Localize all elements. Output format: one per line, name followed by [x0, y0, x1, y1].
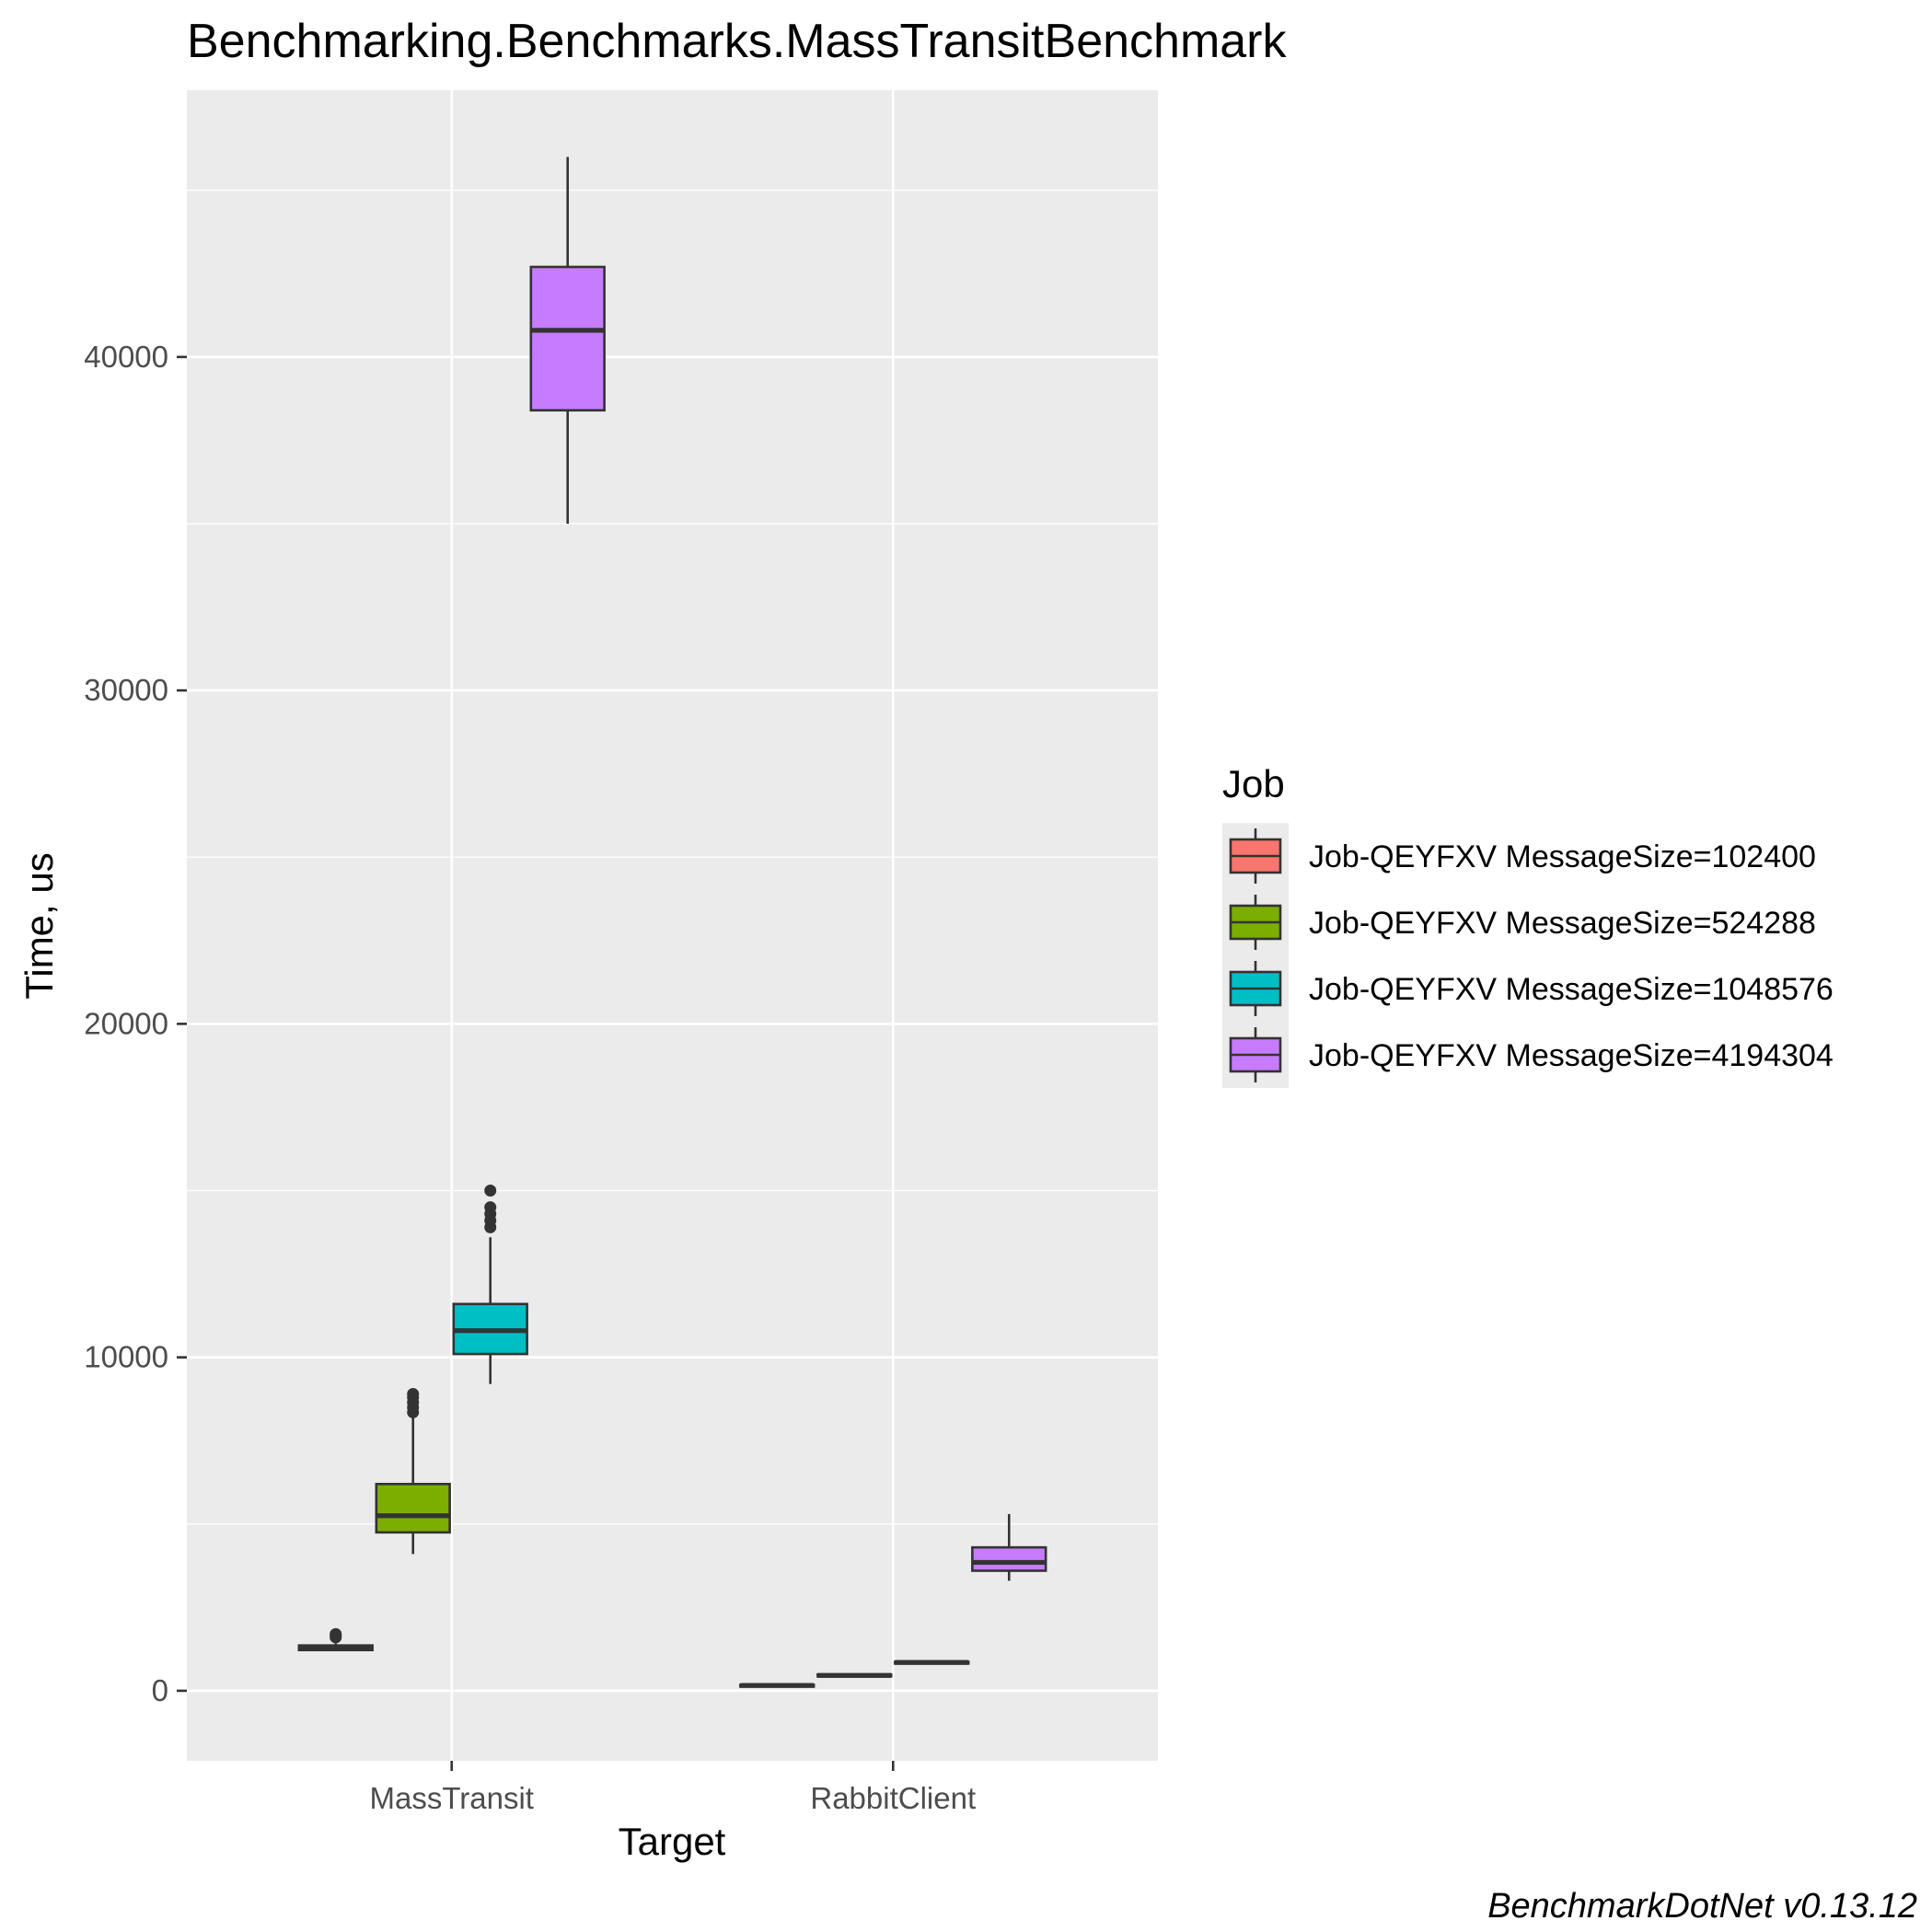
legend-item: Job-QEYFXV MessageSize=102400 — [1229, 828, 1816, 884]
box — [971, 1545, 1047, 1572]
y-tick-label: 40000 — [84, 340, 168, 374]
caption: BenchmarkDotNet v0.13.12 — [1487, 1887, 1917, 1926]
y-axis-title: Time, us — [17, 852, 61, 999]
legend-label: Job-QEYFXV MessageSize=1048576 — [1309, 972, 1834, 1007]
boxplot-RabbitClient-0 — [739, 1683, 816, 1688]
legend-item: Job-QEYFXV MessageSize=524288 — [1229, 895, 1816, 950]
legend-item: Job-QEYFXV MessageSize=1048576 — [1229, 961, 1834, 1016]
legend-item: Job-QEYFXV MessageSize=4194304 — [1229, 1027, 1834, 1082]
y-tick-label: 10000 — [84, 1340, 168, 1374]
boxplot-MassTransit-1 — [375, 1387, 451, 1555]
x-axis-title: Target — [619, 1820, 726, 1863]
x-tick-label: MassTransit — [369, 1781, 533, 1815]
y-tick-label: 0 — [152, 1673, 168, 1707]
box — [375, 1483, 451, 1534]
y-tick-label: 30000 — [84, 673, 168, 707]
legend-label: Job-QEYFXV MessageSize=4194304 — [1309, 1038, 1834, 1073]
grid-lines — [187, 90, 1158, 1761]
chart-title: Benchmarking.Benchmarks.MassTransitBench… — [187, 15, 1288, 68]
boxplot-MassTransit-3 — [529, 156, 606, 524]
box — [529, 265, 606, 412]
boxplot-RabbitClient-3 — [971, 1513, 1047, 1581]
outlier-point — [484, 1185, 497, 1197]
legend-label: Job-QEYFXV MessageSize=102400 — [1309, 839, 1816, 874]
legend-label: Job-QEYFXV MessageSize=524288 — [1309, 906, 1816, 941]
boxplot-MassTransit-0 — [297, 1627, 374, 1652]
outlier-point — [484, 1201, 497, 1214]
outlier-point — [330, 1627, 342, 1640]
outlier-point — [407, 1387, 420, 1400]
y-tick-label: 20000 — [84, 1006, 168, 1040]
axes: 0 10000 20000 30000 40000 MassTransit RabbitCl… — [84, 340, 976, 1815]
legend-title: Job — [1222, 762, 1285, 805]
box-layer — [297, 156, 1047, 1688]
boxplot-RabbitClient-1 — [816, 1672, 893, 1678]
legend: Job-QEYFXV MessageSize=102400 Job-QEYFXV … — [1222, 823, 1834, 1088]
boxplot-RabbitClient-2 — [894, 1660, 970, 1665]
x-tick-label: RabbitClient — [810, 1781, 976, 1815]
plot-panel — [187, 90, 1158, 1761]
boxplot-MassTransit-2 — [452, 1185, 528, 1384]
